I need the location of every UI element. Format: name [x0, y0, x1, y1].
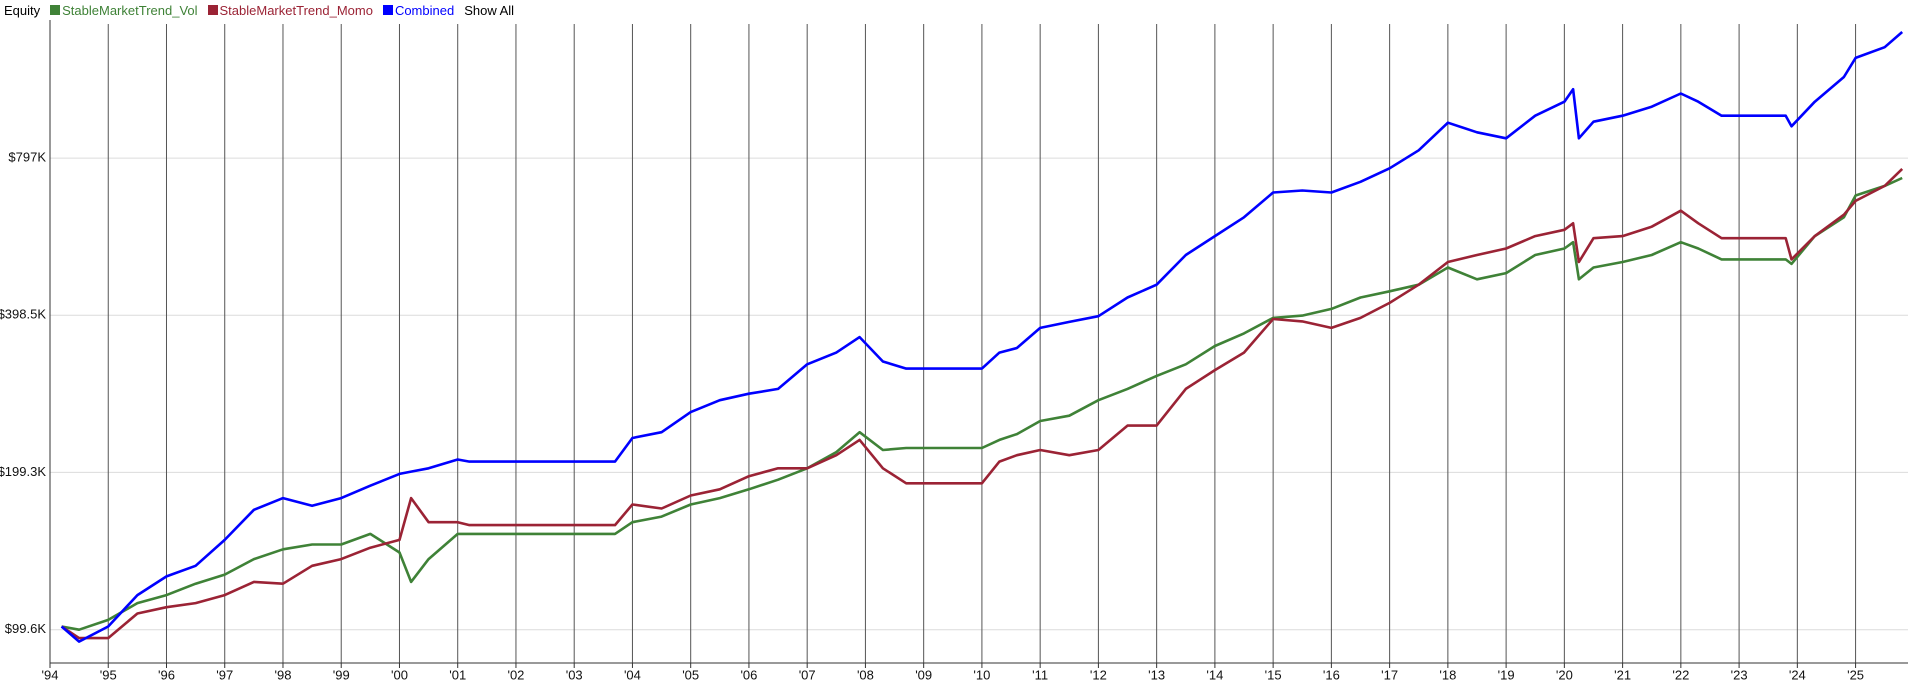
x-tick-label: '11 [1032, 667, 1048, 682]
legend-item[interactable]: StableMarketTrend_Vol [50, 2, 198, 18]
x-tick-label: '20 [1556, 667, 1573, 682]
x-tick-label: '18 [1439, 667, 1456, 682]
x-tick-label: '00 [391, 667, 408, 682]
series-line [61, 176, 1903, 631]
show-all-button[interactable]: Show All [464, 2, 515, 18]
legend-label: StableMarketTrend_Vol [62, 2, 198, 18]
legend-swatch [50, 5, 61, 15]
x-tick-label: '06 [740, 667, 757, 682]
x-tick-label: '22 [1672, 667, 1689, 682]
y-tick-label: $99.6K [5, 621, 47, 636]
legend-swatch [207, 5, 218, 15]
x-tick-label: '05 [682, 667, 699, 682]
x-tick-label: '17 [1381, 667, 1398, 682]
x-tick-label: '03 [566, 667, 583, 682]
x-tick-label: '19 [1498, 667, 1515, 682]
x-tick-label: '21 [1614, 667, 1631, 682]
legend-swatch [382, 5, 393, 15]
x-tick-label: '24 [1789, 667, 1806, 682]
x-tick-label: '08 [857, 667, 874, 682]
x-tick-label: '23 [1731, 667, 1748, 682]
chart-title: Equity [4, 2, 41, 18]
x-tick-label: '13 [1148, 667, 1165, 682]
x-tick-label: '10 [973, 667, 990, 682]
legend-label: Combined [394, 2, 455, 18]
x-tick-label: '02 [507, 667, 524, 682]
x-tick-label: '25 [1847, 667, 1864, 682]
y-tick-label: $797K [8, 150, 46, 165]
x-tick-label: '12 [1090, 667, 1107, 682]
x-tick-label: '98 [275, 667, 292, 682]
x-tick-label: '14 [1206, 667, 1223, 682]
x-tick-label: '04 [624, 667, 641, 682]
x-tick-label: '99 [333, 667, 350, 682]
legend-label: StableMarketTrend_Momo [219, 2, 373, 18]
y-tick-label: $199.3K [0, 464, 46, 479]
legend: Equity StableMarketTrend_Vol StableMarket… [4, 1, 514, 19]
x-tick-label: '97 [216, 667, 233, 682]
x-tick-label: '16 [1323, 667, 1340, 682]
y-tick-label: $398.5K [0, 307, 46, 322]
legend-item[interactable]: Combined [382, 2, 455, 18]
x-tick-label: '15 [1265, 667, 1282, 682]
x-tick-label: '01 [449, 667, 466, 682]
series-line [60, 31, 1904, 643]
x-tick-label: '95 [100, 667, 117, 682]
x-tick-label: '96 [158, 667, 175, 682]
series-line [60, 167, 1904, 640]
x-tick-label: '07 [799, 667, 816, 682]
x-tick-label: '09 [915, 667, 932, 682]
x-tick-label: '94 [42, 667, 59, 682]
legend-item[interactable]: StableMarketTrend_Momo [207, 2, 373, 18]
